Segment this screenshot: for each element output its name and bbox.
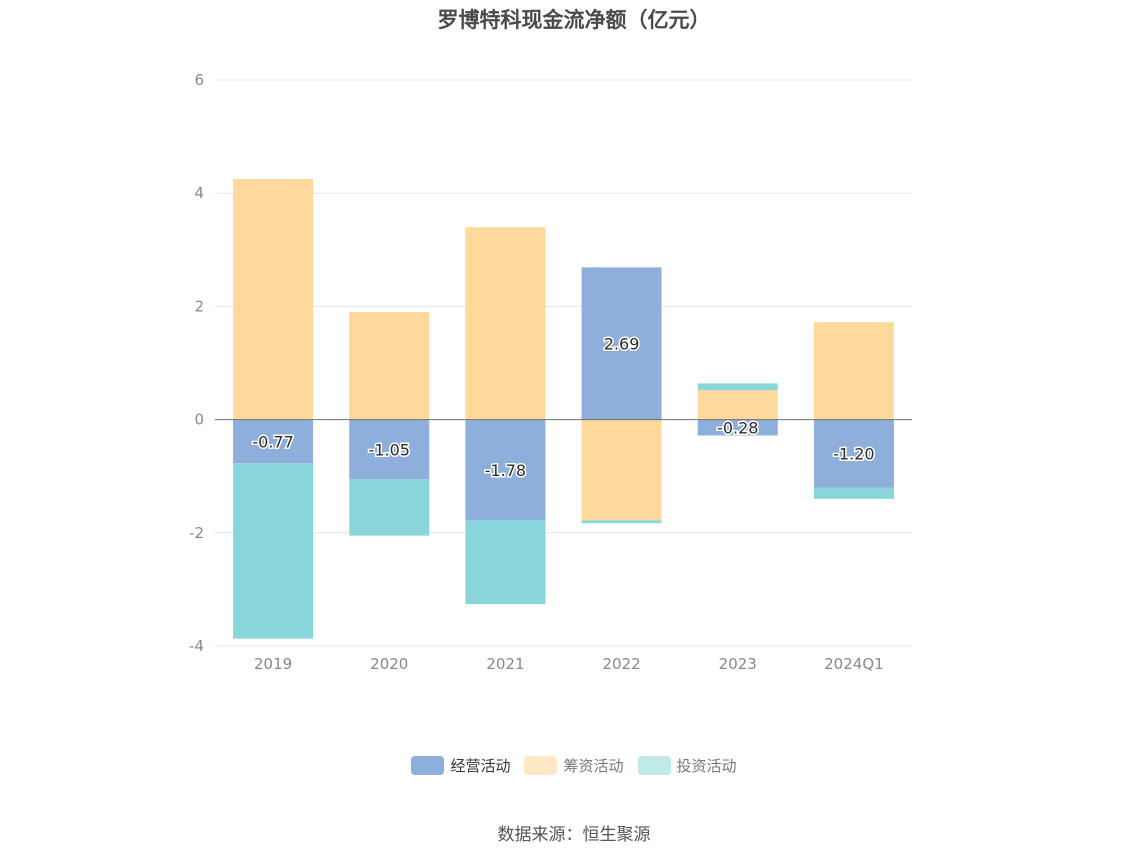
legend-label-financing: 筹资活动: [563, 757, 624, 775]
legend-label-investing: 投资活动: [676, 757, 737, 775]
x-tick-label: 2022: [602, 655, 640, 673]
bar-financing-2019[interactable]: [233, 179, 314, 420]
legend-swatch-investing: [637, 756, 671, 775]
bar-investing-2020[interactable]: [349, 479, 430, 536]
bar-operating-2021[interactable]: [465, 419, 546, 521]
bar-investing-2024Q1[interactable]: [813, 487, 894, 499]
legend-swatch-financing: [524, 756, 558, 775]
bar-investing-2023[interactable]: [697, 383, 778, 391]
bar-financing-2021[interactable]: [465, 227, 546, 420]
bar-financing-2020[interactable]: [349, 312, 430, 420]
bar-operating-2022[interactable]: [581, 267, 662, 420]
bar-investing-2022[interactable]: [581, 520, 662, 524]
x-tick-label: 2023: [719, 655, 757, 673]
data-label: -0.28: [717, 419, 758, 438]
bar-financing-2024Q1[interactable]: [813, 322, 894, 420]
chart-title: 罗博特科现金流净额（亿元）: [437, 8, 711, 32]
data-label: -1.20: [833, 445, 874, 464]
data-label: -1.78: [485, 461, 526, 480]
x-tick-label: 2020: [370, 655, 408, 673]
bar-operating-2024Q1[interactable]: [813, 419, 894, 488]
y-tick-label: -2: [189, 524, 204, 542]
bar-operating-2019[interactable]: [233, 419, 314, 464]
bar-investing-2021[interactable]: [465, 520, 546, 605]
y-tick-label: 0: [194, 411, 204, 429]
legend-item-investing[interactable]: 投资活动: [637, 755, 737, 776]
legend-swatch-operating: [411, 756, 445, 775]
data-label: 2.69: [604, 334, 640, 353]
data-label: -1.05: [369, 440, 410, 459]
x-tick-label: 2024Q1: [824, 655, 884, 673]
y-tick-label: 4: [194, 184, 204, 202]
x-tick-label: 2019: [254, 655, 292, 673]
bar-investing-2019[interactable]: [233, 463, 314, 639]
bar-financing-2023[interactable]: [697, 390, 778, 420]
y-tick-label: 6: [194, 71, 204, 89]
legend-item-operating[interactable]: 经营活动: [411, 755, 510, 776]
bar-operating-2020[interactable]: [349, 419, 430, 480]
y-tick-label: 2: [194, 297, 204, 315]
data-source: 数据来源：恒生聚源: [497, 825, 651, 845]
data-label: -0.77: [252, 432, 293, 451]
x-tick-label: 2021: [486, 655, 524, 673]
chart-legend: 经营活动 筹资活动 投资活动: [0, 755, 1148, 776]
y-tick-label: -4: [189, 637, 204, 655]
bar-financing-2022[interactable]: [581, 419, 662, 521]
bar-operating-2023[interactable]: [697, 419, 778, 436]
legend-label-operating: 经营活动: [450, 757, 511, 775]
legend-item-financing[interactable]: 筹资活动: [524, 755, 624, 776]
